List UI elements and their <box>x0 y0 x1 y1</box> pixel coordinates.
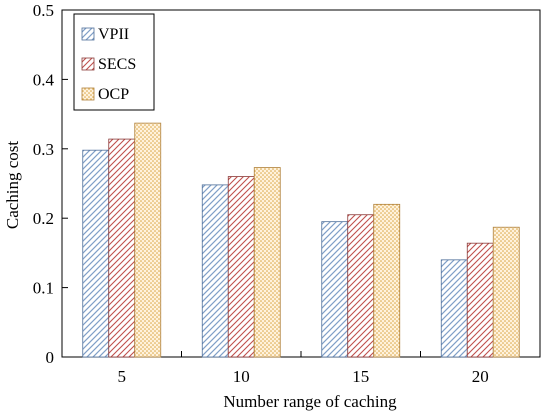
x-tick-label: 10 <box>233 367 250 386</box>
bar-vpii-20 <box>440 259 468 358</box>
bar-secs-20 <box>466 242 494 358</box>
x-tick-label: 20 <box>472 367 489 386</box>
bar-ocp-20 <box>492 226 520 358</box>
bar-ocp-15 <box>373 203 401 358</box>
y-tick-label: 0.4 <box>33 70 55 89</box>
bar-secs-10 <box>227 176 255 358</box>
legend-swatch-secs <box>81 57 95 71</box>
legend-swatch-vpii <box>81 27 95 41</box>
legend-label-secs: SECS <box>98 56 136 73</box>
bars <box>82 122 520 358</box>
legend-label-vpii: VPII <box>98 26 129 43</box>
legend-swatch-ocp <box>81 87 95 101</box>
y-axis-title: Caching cost <box>3 141 22 230</box>
x-axis-title: Number range of caching <box>223 392 397 411</box>
bar-vpii-15 <box>321 221 349 358</box>
bar-ocp-5 <box>134 122 162 358</box>
y-tick-label: 0.3 <box>33 140 54 159</box>
x-tick-label: 5 <box>118 367 127 386</box>
bar-secs-15 <box>347 214 375 358</box>
y-tick-label: 0 <box>46 348 55 367</box>
bar-ocp-10 <box>253 167 281 358</box>
y-axis: 0 0.1 0.2 0.3 0.4 0.5 <box>33 1 68 367</box>
x-tick-label: 15 <box>352 367 369 386</box>
bar-vpii-5 <box>82 149 110 358</box>
y-tick-label: 0.2 <box>33 209 54 228</box>
x-axis: 5 10 15 20 <box>118 351 489 386</box>
bar-vpii-10 <box>201 184 229 358</box>
bar-secs-5 <box>108 138 136 358</box>
y-tick-label: 0.5 <box>33 1 54 20</box>
y-tick-label: 0.1 <box>33 279 54 298</box>
legend: VPII SECS OCP <box>73 13 155 111</box>
legend-label-ocp: OCP <box>98 86 129 103</box>
